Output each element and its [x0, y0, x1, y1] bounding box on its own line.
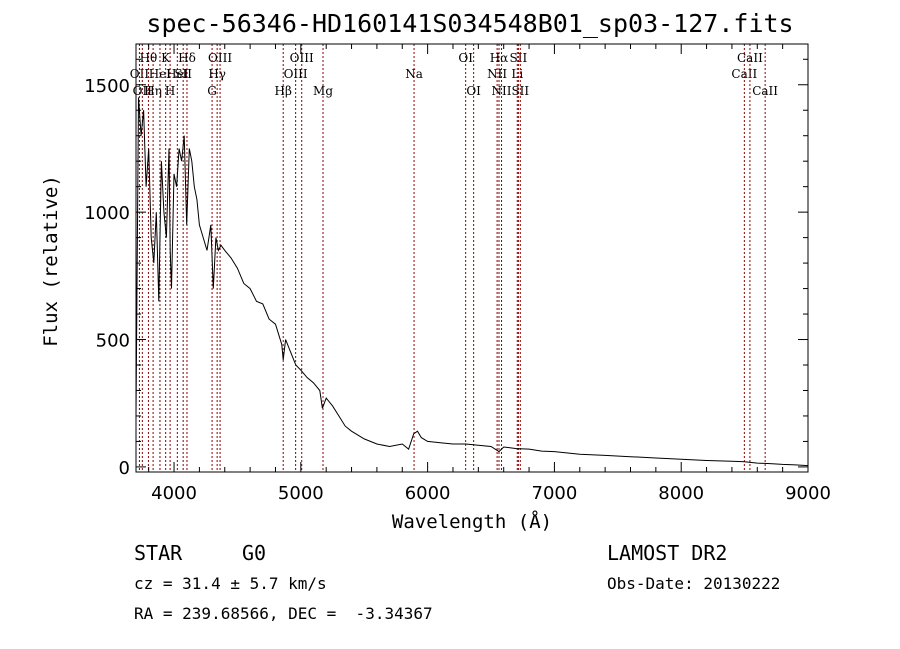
coordinates-text: RA = 239.68566, DEC = -3.34367 [134, 604, 433, 623]
redshift-text: cz = 31.4 ± 5.7 km/s [134, 574, 327, 593]
spectral-line-label: Hβ [275, 84, 292, 98]
spectral-line-label: Hδ [178, 51, 196, 65]
axes: 4000 5000 6000 7000 8000 9000 0 500 1000 1500 [84, 44, 831, 504]
spectral-line-label: OII [130, 67, 150, 81]
x-tick-label: 6000 [405, 483, 451, 504]
spectral-line-label: OI [458, 51, 473, 65]
spectral-line-label: OIII [208, 51, 232, 65]
x-tick-label: 9000 [785, 483, 831, 504]
spectrum-line [135, 97, 809, 467]
spectral-line-label: Hη [144, 84, 162, 98]
spectral-line-label: Hγ [208, 67, 226, 81]
y-tick-label: 1500 [84, 76, 130, 97]
spectral-line-label: NII [492, 84, 512, 98]
x-axis-label: Wavelength (Å) [392, 510, 552, 533]
spectral-line-label: H [165, 84, 175, 98]
x-tick-label: 5000 [278, 483, 324, 504]
y-axis-label: Flux (relative) [40, 175, 62, 347]
spectral-line-label: Mg [313, 84, 333, 98]
spectral-line-label: Hθ [140, 51, 158, 65]
spectral-line-label: SII [511, 84, 529, 98]
spectral-line-markers: OIIOIIHθHηHeIKHHeISIIHδGHγOIIIHβOIIIOIII… [130, 44, 778, 472]
x-tick-label: 4000 [151, 483, 197, 504]
spectral-line-label: NII [487, 67, 507, 81]
survey-name: LAMOST DR2 [607, 541, 728, 565]
spectral-line-label: OI [466, 84, 481, 98]
spectral-line-label: Na [405, 67, 423, 81]
spectral-line-label: K [161, 51, 171, 65]
spectral-line-label: CaII [731, 67, 757, 81]
spectral-line-label: G [207, 84, 217, 98]
spectral-line-label: SII [510, 51, 528, 65]
spectral-line-label: Li [511, 67, 523, 81]
spectral-line-label: SII [174, 67, 192, 81]
spectral-line-label: Hα [490, 51, 509, 65]
y-tick-label: 0 [119, 458, 130, 479]
observation-date: Obs-Date: 20130222 [607, 574, 781, 593]
y-tick-label: 1000 [84, 203, 130, 224]
plot-frame [135, 43, 809, 473]
object-subclass: G0 [242, 541, 267, 565]
spectral-line-label: CaII [752, 84, 778, 98]
spectral-line-label: OIII [290, 51, 314, 65]
chart-title: spec-56346-HD160141S034548B01_sp03-127.f… [146, 9, 793, 38]
spectral-line-label: OII [133, 84, 153, 98]
x-tick-label: 8000 [658, 483, 704, 504]
object-class: STAR [134, 541, 183, 565]
spectral-line-label: OIII [284, 67, 308, 81]
x-tick-label: 7000 [532, 483, 578, 504]
spectral-line-label: CaII [737, 51, 763, 65]
y-tick-label: 500 [96, 331, 130, 352]
